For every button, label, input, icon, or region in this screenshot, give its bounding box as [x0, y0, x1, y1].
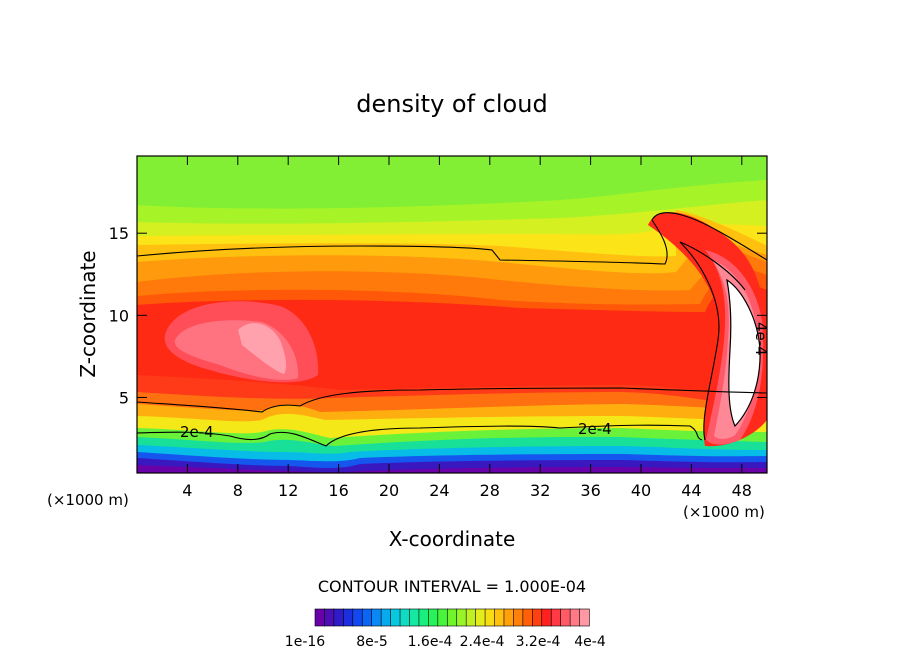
y-tick-label: 5: [119, 388, 129, 407]
contour-interval-text: CONTOUR INTERVAL = 1.000E-04: [318, 577, 586, 596]
contour-label: 2e-4: [180, 423, 214, 441]
colorbar-swatch: [314, 608, 326, 627]
y-axis-label: Z-coordinate: [76, 250, 100, 377]
colorbar-swatch: [475, 608, 486, 627]
y-tick-label: 15: [109, 224, 129, 243]
colorbar: [314, 608, 590, 627]
colorbar-swatch: [343, 608, 354, 627]
contour-lines: [137, 212, 767, 447]
x-unit-right: (×1000 m): [683, 503, 765, 521]
chart-title: density of cloud: [356, 90, 547, 118]
colorbar-swatch: [361, 608, 373, 627]
colorbar-swatch: [324, 608, 335, 627]
contour-label: 4e-4: [752, 322, 770, 356]
x-axis-label: X-coordinate: [389, 527, 516, 551]
plot-frame: [136, 155, 768, 474]
colorbar-swatch: [560, 608, 571, 627]
plume-core-white: [726, 278, 761, 428]
contour-plume: [679, 241, 746, 441]
band-bottom-purple: [137, 465, 767, 473]
contour-upper: [137, 212, 767, 265]
x-tick-label: 40: [631, 481, 651, 500]
x-tick-label: 16: [328, 481, 348, 500]
colorbar-swatch: [437, 608, 448, 627]
colorbar-swatch: [503, 608, 515, 627]
colorbar-swatch: [569, 608, 581, 627]
x-tick-label: 32: [530, 481, 550, 500]
colorbar-label: 3.2e-4: [516, 634, 561, 650]
colorbar-label: 1.6e-4: [408, 634, 453, 650]
x-tick-label: 44: [681, 481, 701, 500]
colorbar-swatch: [456, 608, 467, 627]
colorbar-swatch: [522, 608, 534, 627]
density-field: [137, 156, 767, 473]
colorbar-swatch: [390, 608, 401, 627]
colorbar-swatch: [513, 608, 524, 627]
contour-labels: 2e-4 2e-4 4e-4: [180, 322, 770, 441]
colorbar-swatch: [409, 608, 420, 627]
contour-mid: [137, 387, 767, 413]
y-axis: 5 10 15: [109, 224, 767, 407]
contour-lower: [137, 424, 703, 447]
colorbar-label: 4e-4: [574, 634, 606, 650]
x-tick-label: 36: [580, 481, 600, 500]
colorbar-swatch: [550, 608, 562, 627]
colorbar-swatch: [541, 608, 552, 627]
y-tick-label: 10: [109, 306, 129, 325]
colorbar-swatch: [579, 608, 590, 627]
colorbar-swatch: [494, 608, 505, 627]
x-axis: 4 8 12 16 20 24 28 32 36 40 44 48: [182, 156, 752, 500]
x-tick-label: 4: [182, 481, 192, 500]
x-unit-left: (×1000 m): [47, 491, 129, 509]
x-tick-label: 20: [379, 481, 399, 500]
colorbar-label: 1e-16: [285, 634, 325, 650]
colorbar-swatch: [484, 608, 496, 627]
colorbar-swatch: [428, 608, 439, 627]
core-pink-3: [238, 323, 287, 374]
colorbar-label: 8e-5: [356, 634, 387, 650]
colorbar-swatch: [371, 608, 382, 627]
colorbar-swatch: [333, 608, 345, 627]
colorbar-label: 2.4e-4: [460, 634, 505, 650]
x-tick-label: 48: [732, 481, 752, 500]
x-tick-label: 12: [278, 481, 298, 500]
contour-label: 2e-4: [578, 420, 612, 438]
colorbar-swatch: [446, 608, 458, 627]
colorbar-swatch: [352, 608, 363, 627]
colorbar-swatch: [380, 608, 392, 627]
colorbar-swatch: [418, 608, 430, 627]
x-tick-label: 24: [429, 481, 449, 500]
x-tick-label: 28: [480, 481, 500, 500]
colorbar-swatch: [532, 608, 543, 627]
colorbar-swatch: [465, 608, 477, 627]
colorbar-swatch: [399, 608, 411, 627]
colorbar-labels: 1e-16 8e-5 1.6e-4 2.4e-4 3.2e-4 4e-4: [285, 634, 606, 650]
x-tick-label: 8: [233, 481, 243, 500]
